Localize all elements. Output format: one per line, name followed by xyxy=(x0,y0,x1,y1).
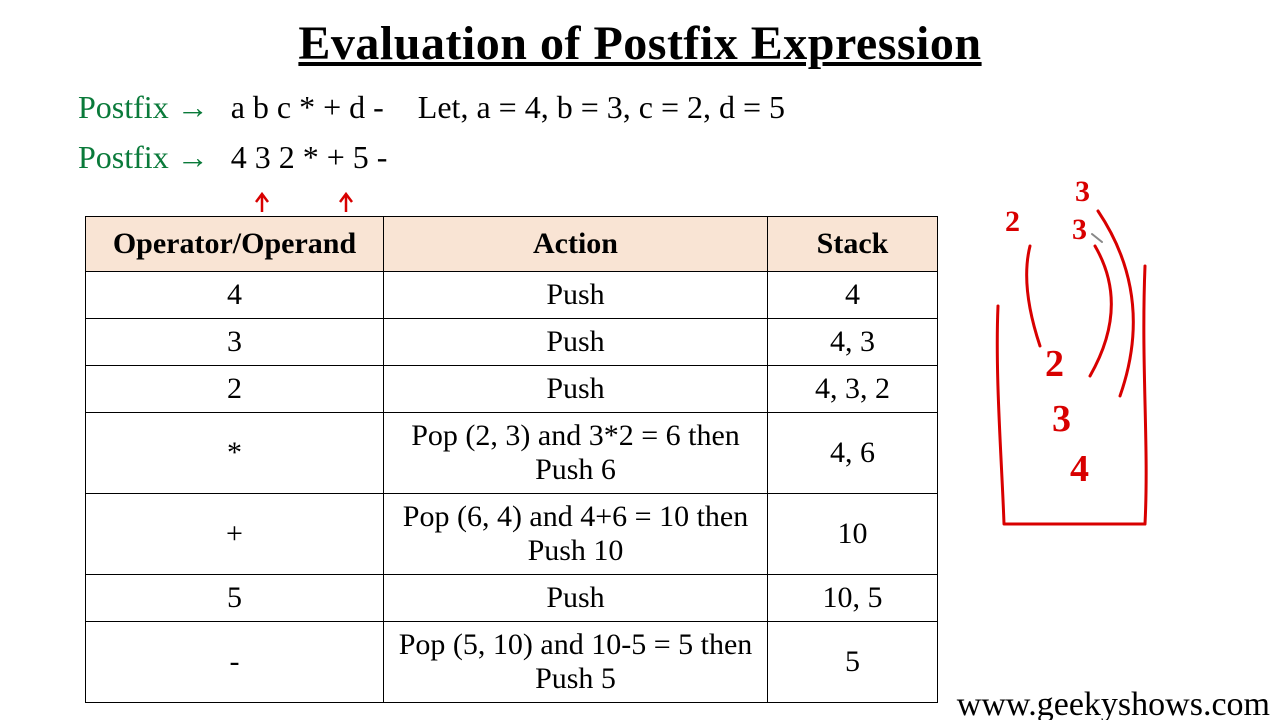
svg-text:2: 2 xyxy=(1045,343,1064,385)
cell-stack: 10, 5 xyxy=(768,575,938,622)
col-header-action: Action xyxy=(384,217,768,272)
postfix-expr-numeric: 4 3 2 * + 5 - xyxy=(231,139,388,175)
cell-action: Pop (6, 4) and 4+6 = 10 thenPush 10 xyxy=(384,494,768,575)
variable-assignments: Let, a = 4, b = 3, c = 2, d = 5 xyxy=(418,89,785,125)
cell-action: Pop (2, 3) and 3*2 = 6 thenPush 6 xyxy=(384,413,768,494)
postfix-expr-symbolic: a b c * + d - xyxy=(231,89,384,125)
stack-sketch: 234233 xyxy=(980,176,1180,546)
site-watermark: www.geekyshows.com xyxy=(957,686,1270,720)
cell-stack: 4, 3, 2 xyxy=(768,366,938,413)
cell-operator: * xyxy=(86,413,384,494)
evaluation-table-wrap: Operator/Operand Action Stack 4Push43Pus… xyxy=(85,216,938,703)
cell-stack: 4, 6 xyxy=(768,413,938,494)
cell-operator: 4 xyxy=(86,272,384,319)
table-row: *Pop (2, 3) and 3*2 = 6 thenPush 64, 6 xyxy=(86,413,938,494)
cell-operator: 5 xyxy=(86,575,384,622)
col-header-stack: Stack xyxy=(768,217,938,272)
table-row: 4Push4 xyxy=(86,272,938,319)
table-row: -Pop (5, 10) and 10-5 = 5 thenPush 55 xyxy=(86,622,938,703)
evaluation-table: Operator/Operand Action Stack 4Push43Pus… xyxy=(85,216,938,703)
cell-operator: - xyxy=(86,622,384,703)
postfix-line-symbolic: Postfix → a b c * + d - Let, a = 4, b = … xyxy=(78,83,1280,133)
expression-lines: Postfix → a b c * + d - Let, a = 4, b = … xyxy=(78,83,1280,182)
cell-stack: 4 xyxy=(768,272,938,319)
svg-text:4: 4 xyxy=(1070,448,1089,490)
postfix-line-numeric: Postfix → 4 3 2 * + 5 - xyxy=(78,133,1280,183)
table-header-row: Operator/Operand Action Stack xyxy=(86,217,938,272)
cell-operator: 2 xyxy=(86,366,384,413)
svg-text:2: 2 xyxy=(1005,205,1020,238)
postfix-label-1: Postfix → xyxy=(78,89,209,125)
cell-action: Push xyxy=(384,575,768,622)
cell-action: Push xyxy=(384,272,768,319)
table-row: 3Push4, 3 xyxy=(86,319,938,366)
col-header-operator: Operator/Operand xyxy=(86,217,384,272)
cell-operator: 3 xyxy=(86,319,384,366)
cell-stack: 5 xyxy=(768,622,938,703)
svg-text:3: 3 xyxy=(1052,398,1071,440)
postfix-label-2: Postfix → xyxy=(78,139,209,175)
table-row: 2Push4, 3, 2 xyxy=(86,366,938,413)
page-title: Evaluation of Postfix Expression xyxy=(0,16,1280,71)
cell-action: Pop (5, 10) and 10-5 = 5 thenPush 5 xyxy=(384,622,768,703)
cell-stack: 10 xyxy=(768,494,938,575)
table-row: +Pop (6, 4) and 4+6 = 10 thenPush 1010 xyxy=(86,494,938,575)
svg-text:3: 3 xyxy=(1072,213,1087,246)
cell-action: Push xyxy=(384,366,768,413)
cell-stack: 4, 3 xyxy=(768,319,938,366)
cell-action: Push xyxy=(384,319,768,366)
table-row: 5Push10, 5 xyxy=(86,575,938,622)
cell-operator: + xyxy=(86,494,384,575)
